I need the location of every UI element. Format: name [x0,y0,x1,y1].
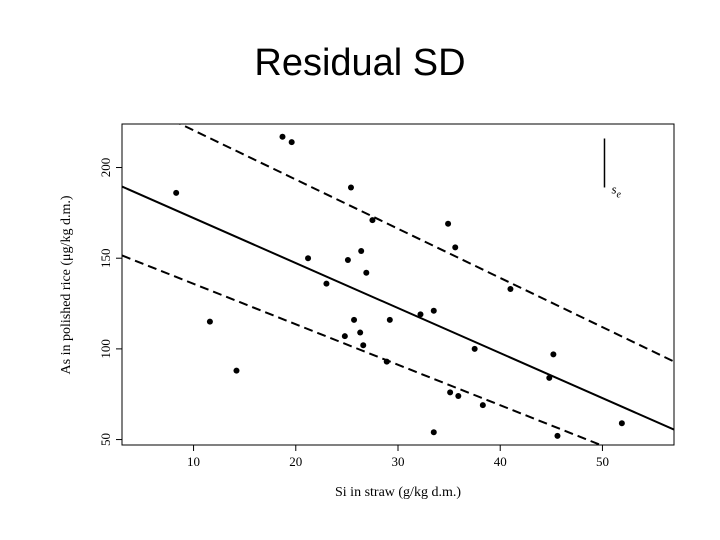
data-point [550,351,557,358]
data-point [369,217,376,224]
data-point [455,393,462,400]
data-point [383,358,390,365]
data-point [452,244,459,251]
x-tick-label: 10 [187,454,200,469]
y-tick-label: 150 [98,248,113,268]
data-point [430,307,437,314]
x-axis-title: Si in straw (g/kg d.m.) [335,485,461,500]
data-point [479,402,486,409]
plot-frame [121,123,675,446]
data-point [233,367,240,374]
data-point [554,432,561,439]
x-tick-label: 30 [392,454,405,469]
data-point [507,286,514,293]
data-point [358,247,365,254]
data-point [386,316,393,323]
data-point [173,189,180,196]
x-tick-label: 40 [494,454,507,469]
data-point [305,255,312,262]
data-point [430,429,437,436]
upper-band-line [178,124,674,363]
data-point [288,139,295,146]
y-tick-label: 100 [98,339,113,359]
data-point [323,280,330,287]
y-axis-title: As in polished rice (μg/kg d.m.) [59,195,74,374]
data-point [206,318,213,325]
se-subscript: e [617,189,622,200]
data-point [417,311,424,318]
data-point [471,345,478,352]
y-tick-label: 50 [98,433,113,446]
data-point [347,184,354,191]
slide-title: Residual SD [254,42,466,84]
data-point [357,329,364,336]
se-label: se [611,181,621,200]
data-point [618,420,625,427]
data-point [447,389,454,396]
data-point [344,257,351,264]
data-point [363,269,370,276]
x-tick-label: 20 [289,454,302,469]
data-point [351,316,358,323]
data-point [546,374,553,381]
data-point [279,133,286,140]
data-point [360,342,367,349]
lower-band-line [122,254,604,445]
data-point [341,333,348,340]
x-tick-label: 50 [596,454,609,469]
data-point [445,220,452,227]
y-tick-label: 200 [98,158,113,178]
regression-line [122,185,674,431]
